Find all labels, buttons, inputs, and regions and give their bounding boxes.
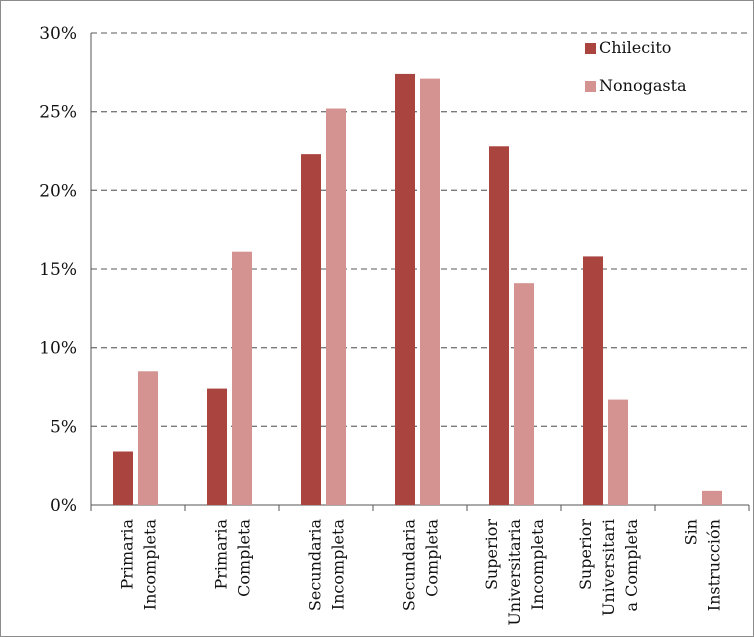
category-label: Superior [482,519,501,590]
y-tick-label: 0% [50,496,77,516]
bar-chilecito [301,154,321,505]
category-label: Incompleta [141,519,160,611]
category-label: Completa [423,519,442,597]
y-tick-label: 30% [39,24,77,44]
y-tick-label: 5% [50,417,77,437]
category-label: Completa [235,519,254,597]
bar-chilecito [583,256,603,505]
legend-swatch-chilecito [585,43,596,54]
category-label: a Completa [622,519,641,612]
category-label: Secundaria [400,519,419,612]
category-label: Primaria [212,519,231,590]
category-label: Instrucción [705,519,724,611]
y-tick-labels: 0% 5% 10% 15% 20% 25% 30% [39,24,77,516]
bar-nonogasta [232,251,252,505]
category-labels: Primaria Incompleta Primaria Completa Secund… [118,519,724,626]
bar-chilecito [113,451,133,505]
bar-nonogasta [420,78,440,506]
bar-chilecito [395,73,415,505]
legend-label-nonogasta: Nonogasta [599,76,687,95]
category-label: Secundaria [306,519,325,612]
bar-nonogasta [608,399,628,505]
bar-chilecito [489,146,509,505]
y-tick-label: 25% [39,103,77,123]
category-label: Sin [682,519,701,545]
category-label: Incompleta [329,519,348,611]
category-label: Incompleta [528,519,547,611]
bar-nonogasta [138,371,158,505]
y-tick-label: 10% [39,339,77,359]
legend-swatch-nonogasta [585,81,596,92]
bar-nonogasta [702,490,722,505]
bar-chilecito [207,388,227,505]
category-label: Primaria [118,519,137,590]
bar-nonogasta [514,283,534,505]
y-tick-label: 15% [39,260,77,280]
legend-label-chilecito: Chilecito [599,38,671,57]
category-label: Universitaria [505,519,524,626]
y-tick-label: 20% [39,181,77,201]
legend: Chilecito Nonogasta [585,38,687,95]
bars [113,73,722,506]
bar-nonogasta [326,108,346,506]
category-label: Universitari [599,519,618,616]
category-label: Superior [576,519,595,590]
